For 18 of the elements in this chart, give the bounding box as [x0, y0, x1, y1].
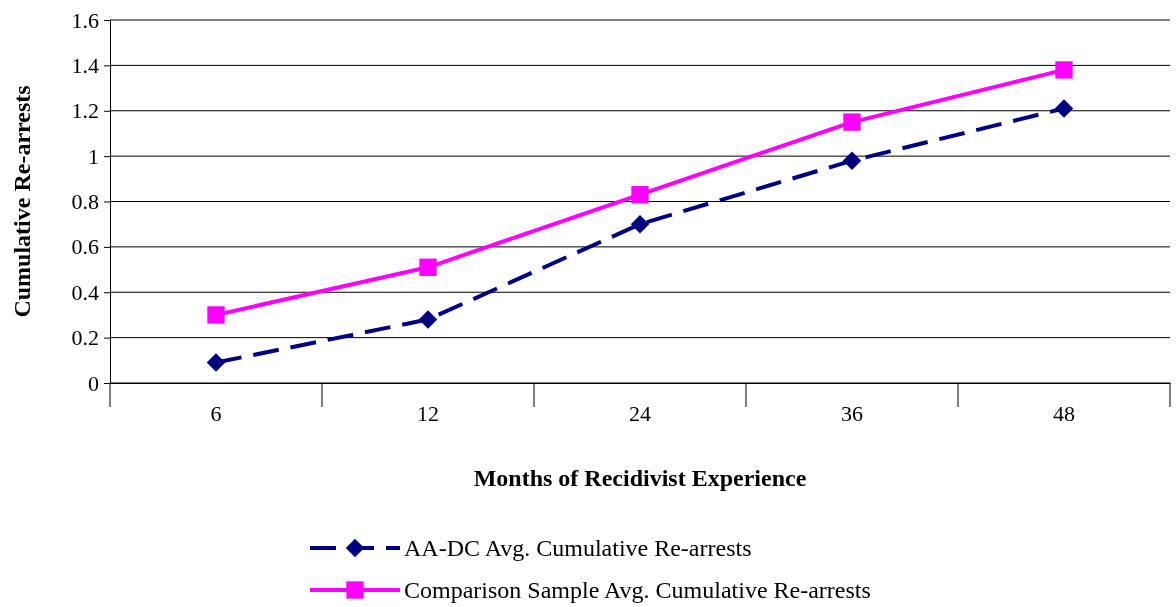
y-axis-title: Cumulative Re-arrests — [9, 85, 35, 318]
y-tick-label: 0.6 — [71, 234, 99, 260]
x-tick-label: 6 — [210, 401, 222, 427]
y-tick-label: 0 — [88, 370, 99, 396]
x-tick-label: 12 — [417, 401, 439, 427]
x-tick-label: 48 — [1053, 401, 1075, 427]
legend-label: AA-DC Avg. Cumulative Re-arrests — [404, 535, 752, 561]
y-tick-label: 1.2 — [71, 98, 99, 124]
y-tick-label: 1 — [88, 143, 99, 169]
y-tick-label: 1.6 — [71, 7, 99, 33]
x-axis-title: Months of Recidivist Experience — [473, 465, 807, 491]
y-tick-label: 1.4 — [71, 52, 99, 78]
y-tick-label: 0.8 — [71, 189, 99, 215]
legend-label: Comparison Sample Avg. Cumulative Re-arrests — [404, 577, 871, 603]
x-tick-label: 24 — [629, 401, 651, 427]
y-tick-label: 0.4 — [71, 279, 99, 305]
x-tick-label: 36 — [841, 401, 863, 427]
y-tick-label: 0.2 — [71, 325, 99, 351]
